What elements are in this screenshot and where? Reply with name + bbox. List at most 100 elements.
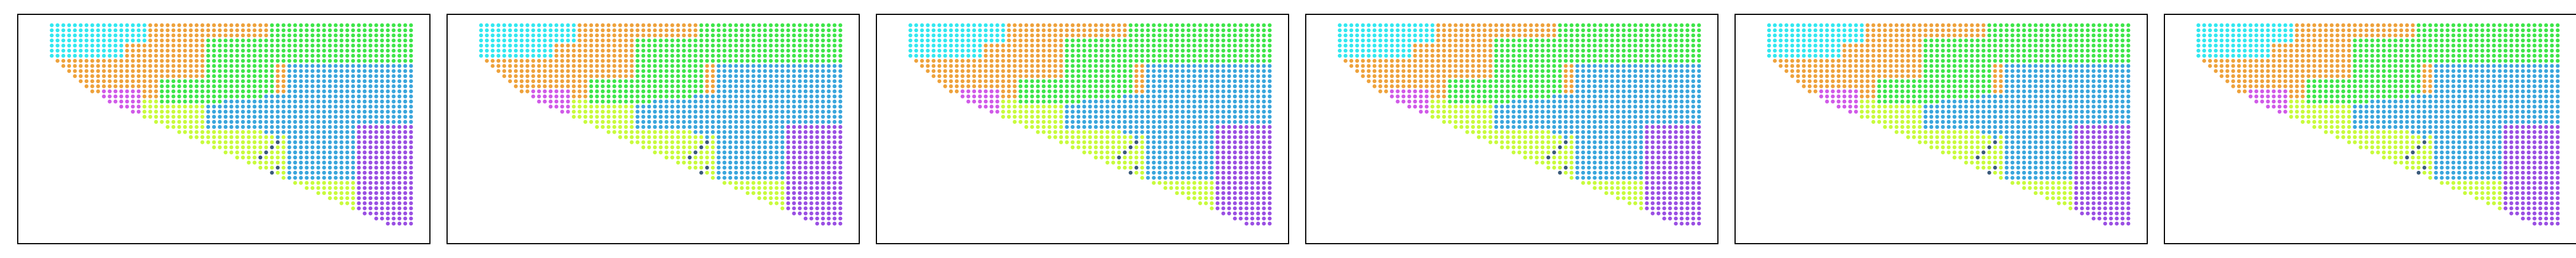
scatter-point — [641, 33, 646, 38]
scatter-point — [386, 125, 390, 129]
scatter-point — [1018, 115, 1023, 119]
scatter-point — [670, 44, 674, 48]
scatter-point — [803, 125, 808, 129]
scatter-point — [1100, 135, 1104, 139]
scatter-point — [1117, 120, 1121, 124]
scatter-point — [1041, 38, 1046, 43]
scatter-point — [287, 89, 291, 93]
scatter-point — [769, 44, 773, 48]
scatter-point — [1685, 23, 1690, 28]
scatter-point — [827, 89, 831, 93]
scatter-point — [1070, 115, 1075, 119]
scatter-point — [838, 166, 843, 170]
scatter-point — [751, 89, 756, 93]
scatter-point — [647, 84, 651, 88]
scatter-point — [1140, 104, 1144, 109]
scatter-point — [757, 140, 761, 144]
scatter-point — [1007, 58, 1011, 63]
scatter-point — [1076, 64, 1081, 68]
scatter-point — [357, 23, 361, 28]
scatter-point — [1076, 89, 1081, 93]
scatter-point — [548, 28, 553, 33]
scatter-point — [961, 74, 965, 79]
scatter-point — [908, 53, 912, 58]
scatter-point — [1215, 201, 1220, 205]
scatter-point — [728, 104, 733, 109]
scatter-point — [386, 201, 390, 205]
scatter-point — [1088, 115, 1092, 119]
scatter-point — [1390, 28, 1394, 33]
scatter-point — [658, 64, 663, 68]
scatter-point — [281, 175, 286, 180]
scatter-point — [508, 74, 512, 79]
scatter-point — [699, 125, 704, 129]
scatter-point — [670, 130, 674, 134]
scatter-point — [1100, 64, 1104, 68]
scatter-point — [165, 79, 170, 83]
scatter-point — [229, 28, 234, 33]
scatter-point — [1192, 130, 1196, 134]
scatter-point — [160, 28, 164, 33]
scatter-point — [1227, 69, 1231, 73]
scatter-point — [1117, 150, 1121, 155]
scatter-point — [635, 135, 640, 139]
scatter-point — [658, 74, 663, 79]
scatter-point — [989, 44, 994, 48]
scatter-point — [327, 145, 332, 150]
scatter-point — [386, 221, 390, 226]
scatter-point — [763, 120, 767, 124]
scatter-point — [409, 211, 413, 216]
scatter-point — [589, 28, 594, 33]
scatter-point — [763, 150, 767, 155]
scatter-point — [1256, 44, 1261, 48]
scatter-point — [397, 84, 402, 88]
scatter-point — [1262, 64, 1266, 68]
scatter-point — [397, 206, 402, 210]
scatter-point — [682, 84, 686, 88]
scatter-point — [409, 99, 413, 104]
scatter-point — [583, 74, 587, 79]
scatter-point — [797, 140, 802, 144]
scatter-point — [751, 84, 756, 88]
scatter-point — [1244, 201, 1249, 205]
scatter-point — [1186, 120, 1191, 124]
scatter-point — [1186, 94, 1191, 99]
scatter-point — [345, 89, 350, 93]
scatter-point — [809, 115, 813, 119]
scatter-point — [531, 38, 535, 43]
scatter-point — [1204, 23, 1208, 28]
scatter-point — [362, 130, 367, 134]
scatter-point — [380, 28, 384, 33]
scatter-point — [740, 74, 744, 79]
scatter-point — [345, 135, 350, 139]
scatter-point — [699, 99, 704, 104]
scatter-point — [693, 130, 698, 134]
scatter-point — [1053, 69, 1057, 73]
scatter-point — [1065, 140, 1069, 144]
scatter-point — [821, 84, 825, 88]
scatter-point — [368, 140, 373, 144]
scatter-point — [1117, 110, 1121, 114]
scatter-point — [252, 69, 257, 73]
scatter-point — [409, 33, 413, 38]
scatter-point — [995, 44, 999, 48]
scatter-point — [792, 186, 796, 190]
scatter-point — [734, 161, 738, 165]
scatter-point — [832, 166, 837, 170]
scatter-point — [1227, 74, 1231, 79]
scatter-point — [1413, 23, 1417, 28]
scatter-point — [786, 186, 791, 190]
scatter-point — [658, 125, 663, 129]
scatter-point — [380, 181, 384, 185]
scatter-point — [357, 191, 361, 196]
scatter-point — [624, 130, 628, 134]
scatter-point — [247, 28, 251, 33]
scatter-point — [763, 94, 767, 99]
scatter-point — [954, 53, 959, 58]
scatter-point — [1047, 53, 1052, 58]
scatter-point — [583, 33, 587, 38]
scatter-point — [838, 125, 843, 129]
scatter-point — [264, 94, 268, 99]
scatter-point — [310, 181, 315, 185]
scatter-point — [1076, 99, 1081, 104]
